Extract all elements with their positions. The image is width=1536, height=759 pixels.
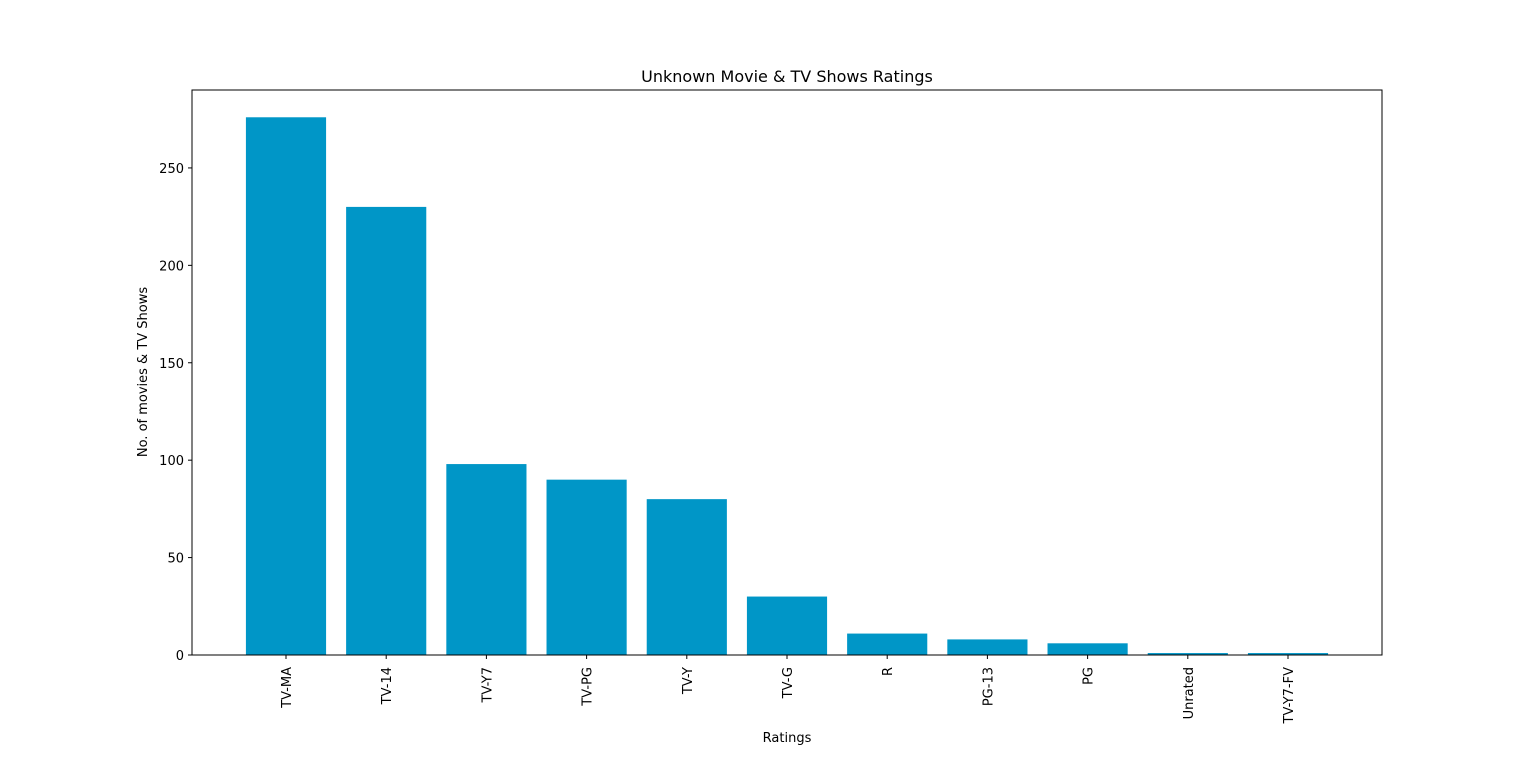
bar-pg <box>1047 643 1128 655</box>
bar-tv-ma <box>245 117 327 655</box>
bars-layer <box>245 117 1329 655</box>
bar-tv-y7 <box>446 464 527 655</box>
x-tick-label: TV-G <box>781 667 796 699</box>
plot-area-frame <box>191 89 1383 656</box>
y-tick-label: 200 <box>159 259 184 274</box>
x-axis-label: Ratings <box>763 731 812 746</box>
x-tick-label: TV-Y7 <box>480 667 495 703</box>
y-tick-label: 250 <box>159 162 184 177</box>
x-tick-label: Unrated <box>1182 667 1197 719</box>
bar-tv-y <box>646 499 727 655</box>
x-tick-label: TV-14 <box>380 667 395 705</box>
chart-title: Unknown Movie & TV Shows Ratings <box>641 67 933 86</box>
bar-tv-14 <box>346 206 427 655</box>
bar-pg-13 <box>947 639 1028 655</box>
x-tick-label: TV-PG <box>581 667 596 707</box>
y-axis-ticks: 0 50 100 150 200 250 <box>159 162 192 664</box>
x-tick-label: R <box>881 667 896 676</box>
x-tick-label: TV-Y <box>681 667 696 695</box>
x-tick-label: TV-Y7-FV <box>1282 667 1297 725</box>
y-axis-label: No. of movies & TV Shows <box>136 287 151 458</box>
bar-tv-y7-fv <box>1247 653 1329 655</box>
bar-tv-g <box>746 596 828 655</box>
x-tick-label: PG-13 <box>981 667 996 706</box>
y-tick-label: 100 <box>159 454 184 469</box>
bar-r <box>847 633 928 655</box>
bar-tv-pg <box>546 479 627 655</box>
bar-unrated <box>1147 653 1228 655</box>
x-tick-label: PG <box>1082 667 1097 685</box>
y-tick-label: 0 <box>176 649 184 664</box>
y-tick-label: 50 <box>167 552 184 567</box>
x-axis-ticks: TV-MA TV-14 TV-Y7 TV-PG TV-Y TV-G R PG-13 PG Unra… <box>280 655 1297 725</box>
y-tick-label: 150 <box>159 357 184 372</box>
x-tick-label: TV-MA <box>280 667 295 709</box>
